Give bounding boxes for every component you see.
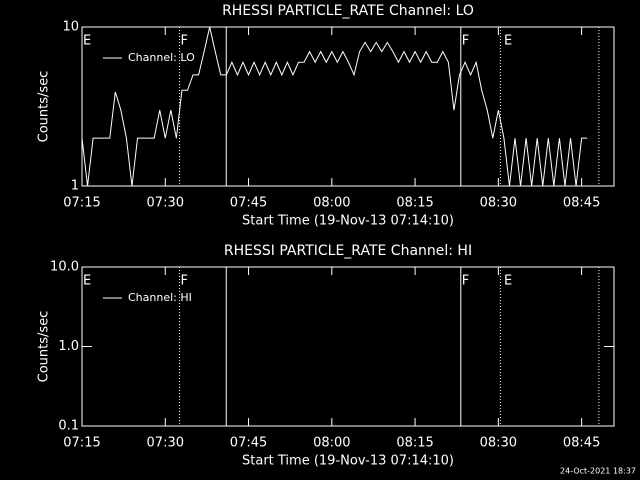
x-tick-label: 07:15 — [63, 196, 100, 211]
flag-label: E — [504, 274, 512, 289]
x-axis-label: Start Time (19-Nov-13 07:14:10) — [242, 454, 454, 469]
flag-label: F — [462, 274, 469, 289]
y-tick-label: 10.0 — [50, 260, 79, 275]
x-tick-label: 07:45 — [230, 436, 267, 451]
x-tick-label: 07:30 — [147, 436, 184, 451]
legend-label: Channel: HI — [128, 291, 192, 304]
x-tick-label: 08:15 — [396, 436, 433, 451]
flag-label: E — [504, 34, 512, 49]
x-tick-label: 07:45 — [230, 196, 267, 211]
y-tick-label: 10 — [62, 20, 79, 35]
legend-label: Channel: LO — [128, 51, 195, 64]
flag-label: F — [181, 274, 188, 289]
y-tick-label: 0.1 — [58, 419, 79, 434]
x-axis-label: Start Time (19-Nov-13 07:14:10) — [242, 214, 454, 229]
y-tick-label: 1 — [71, 179, 79, 194]
x-tick-label: 08:15 — [396, 196, 433, 211]
flag-label: E — [83, 274, 91, 289]
x-tick-label: 08:00 — [313, 196, 350, 211]
x-tick-label: 08:30 — [480, 196, 517, 211]
x-tick-label: 08:00 — [313, 436, 350, 451]
chart-title: RHESSI PARTICLE_RATE Channel: LO — [222, 3, 474, 19]
x-tick-label: 08:45 — [563, 196, 600, 211]
chart-title: RHESSI PARTICLE_RATE Channel: HI — [224, 243, 472, 259]
data-line — [81, 26, 588, 187]
footer: 24-Oct-2021 18:37 — [560, 467, 636, 476]
x-tick-label: 07:15 — [63, 436, 100, 451]
y-axis-label: Counts/sec — [37, 311, 52, 383]
flag-label: F — [462, 34, 469, 49]
x-tick-label: 07:30 — [147, 196, 184, 211]
y-axis-label: Counts/sec — [37, 71, 52, 143]
y-tick-label: 1.0 — [58, 339, 79, 354]
plot-frame — [81, 26, 615, 187]
flag-label: E — [83, 34, 91, 49]
x-tick-label: 08:45 — [563, 436, 600, 451]
flag-label: F — [181, 34, 188, 49]
x-tick-label: 08:30 — [480, 436, 517, 451]
